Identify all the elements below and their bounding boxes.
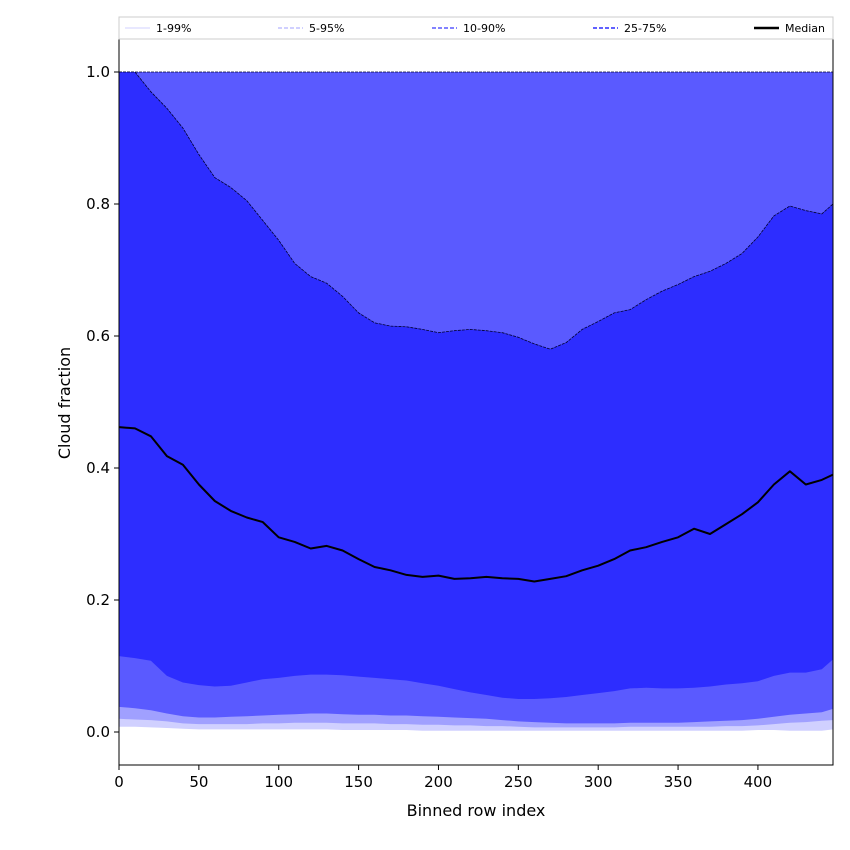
legend-label-25-75: 25-75% [624, 22, 666, 35]
x-axis: 0 50 100 150 200 250 300 350 400 [114, 765, 772, 791]
legend-frame [118, 16, 834, 40]
x-tick-label: 50 [189, 773, 208, 791]
y-tick-label: 0.0 [86, 723, 110, 741]
legend: 1-99% 5-95% 10-90% 25-75% Median [118, 16, 834, 40]
x-tick-label: 100 [264, 773, 293, 791]
y-tick-label: 0.4 [86, 459, 110, 477]
x-tick-label: 0 [114, 773, 124, 791]
legend-label-median: Median [785, 22, 825, 35]
y-tick-label: 0.2 [86, 591, 110, 609]
median-layer [118, 426, 834, 583]
y-axis-title: Cloud fraction [55, 347, 74, 459]
y-tick-label: 0.6 [86, 327, 110, 345]
legend-label-5-95: 5-95% [309, 22, 344, 35]
x-tick-label: 350 [664, 773, 693, 791]
y-tick-label: 1.0 [86, 63, 110, 81]
median-line [118, 426, 834, 583]
legend-label-1-99: 1-99% [156, 22, 191, 35]
x-tick-label: 150 [344, 773, 373, 791]
x-axis-title: Binned row index [407, 801, 546, 820]
band-edge-25-75 [119, 71, 834, 350]
legend-label-10-90: 10-90% [463, 22, 505, 35]
x-tick-label: 250 [504, 773, 533, 791]
x-tick-label: 300 [584, 773, 613, 791]
x-tick-label: 400 [744, 773, 773, 791]
x-tick-label: 200 [424, 773, 453, 791]
y-tick-label: 0.8 [86, 195, 110, 213]
bands-layer [119, 71, 834, 731]
y-axis: 0.0 0.2 0.4 0.6 0.8 1.0 [86, 63, 119, 741]
